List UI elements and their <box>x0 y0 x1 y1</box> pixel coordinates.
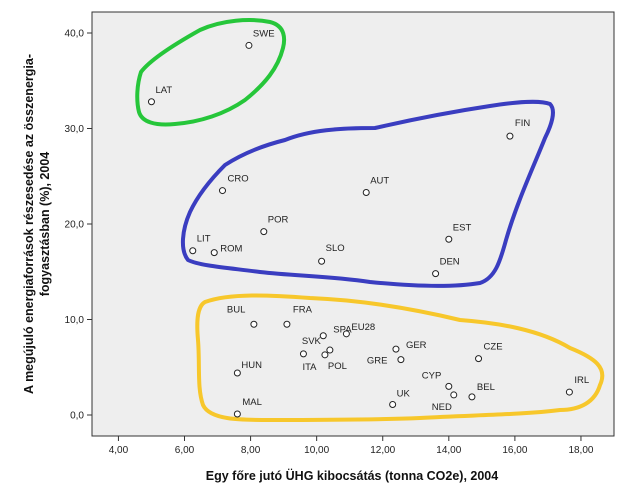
x-tick-label: 18,00 <box>568 445 593 456</box>
data-point-eu28 <box>342 330 350 338</box>
point-label-bel: BEL <box>477 382 495 393</box>
data-point-pol <box>321 351 329 359</box>
x-axis-title: Egy főre jutó ÜHG kibocsátás (tonna CO2e… <box>206 468 498 483</box>
data-point-den <box>432 270 440 278</box>
y-tick-label: 0,0 <box>70 410 84 421</box>
y-axis: 0,0 10,0 20,0 30,0 40,0 <box>65 29 92 421</box>
point-label-cro: CRO <box>228 174 249 185</box>
y-tick-label: 10,0 <box>65 315 85 326</box>
data-point-irl <box>565 388 573 396</box>
yellow-group-outline <box>195 293 605 422</box>
data-point-fin <box>506 132 514 140</box>
point-label-cze: CZE <box>484 342 503 353</box>
data-point-por <box>260 228 268 236</box>
data-point-cze <box>475 355 483 363</box>
y-tick-label: 20,0 <box>65 220 85 231</box>
point-label-svk: SVK <box>302 336 322 347</box>
data-point-gre <box>397 356 405 364</box>
point-label-pol: POL <box>328 361 347 372</box>
x-tick-label: 8,00 <box>241 445 261 456</box>
point-label-eu28: EU28 <box>351 322 375 333</box>
data-point-uk <box>389 400 397 408</box>
point-label-ned: NED <box>432 402 452 413</box>
point-label-slo: SLO <box>326 243 345 254</box>
data-point-bul <box>250 320 258 328</box>
point-label-lat: LAT <box>155 85 172 96</box>
green-group-outline <box>135 18 287 127</box>
data-point-spa <box>319 332 327 340</box>
data-point-svk <box>326 346 334 354</box>
data-point-rom <box>210 249 218 257</box>
point-label-ger: GER <box>406 340 427 351</box>
y-tick-label: 30,0 <box>65 124 85 135</box>
point-label-cyp: CYP <box>422 370 442 381</box>
y-tick-label: 40,0 <box>65 29 85 40</box>
point-label-est: EST <box>453 222 472 233</box>
point-label-rom: ROM <box>220 244 242 255</box>
point-label-fra: FRA <box>293 304 313 315</box>
point-label-fin: FIN <box>515 118 530 129</box>
point-label-lit: LIT <box>197 234 211 245</box>
y-axis-title: A megújuló energiaforrások részesedése a… <box>22 54 52 394</box>
data-point-swe <box>245 41 253 49</box>
point-label-swe: SWE <box>253 28 275 39</box>
data-point-hun <box>233 369 241 377</box>
point-label-uk: UK <box>397 388 411 399</box>
blue-group-outline <box>181 99 555 288</box>
point-label-spa: SPA <box>333 325 352 336</box>
x-tick-label: 14,00 <box>436 445 461 456</box>
data-point-ned <box>450 391 458 399</box>
point-label-ita: ITA <box>302 362 317 373</box>
x-tick-label: 12,00 <box>370 445 395 456</box>
point-label-gre: GRE <box>367 356 388 367</box>
x-tick-label: 6,00 <box>175 445 195 456</box>
data-point-est <box>445 235 453 243</box>
data-point-fra <box>283 320 291 328</box>
data-point-bel <box>468 393 476 401</box>
point-label-aut: AUT <box>370 175 389 186</box>
data-point-aut <box>362 188 370 196</box>
plot-area <box>91 11 615 437</box>
point-label-hun: HUN <box>241 360 262 371</box>
point-label-por: POR <box>268 215 289 226</box>
data-point-cro <box>219 187 226 195</box>
data-point-slo <box>318 257 326 265</box>
y-axis-title-line-1: A megújuló energiaforrások részesedése a… <box>22 54 36 394</box>
data-points: SWE LAT FIN CRO AUT POR EST LIT ROM SLO DEN BUL FRA S… <box>147 28 589 418</box>
y-axis-title-line-2: fogyasztásban (%), 2004 <box>38 152 52 297</box>
x-tick-label: 4,00 <box>109 445 129 456</box>
data-point-ita <box>299 350 307 358</box>
point-label-mal: MAL <box>242 397 262 408</box>
x-tick-label: 10,00 <box>304 445 329 456</box>
data-point-cyp <box>445 382 453 390</box>
point-label-bul: BUL <box>227 304 245 315</box>
x-tick-label: 16,00 <box>502 445 527 456</box>
data-point-lit <box>189 247 197 255</box>
x-axis: 4,00 6,00 8,00 10,00 12,00 14,00 16,00 18,00 <box>109 436 594 456</box>
data-point-ger <box>392 345 400 353</box>
point-label-irl: IRL <box>574 375 589 386</box>
data-point-lat <box>147 98 155 106</box>
data-point-mal <box>233 410 241 418</box>
point-label-den: DEN <box>440 257 460 268</box>
